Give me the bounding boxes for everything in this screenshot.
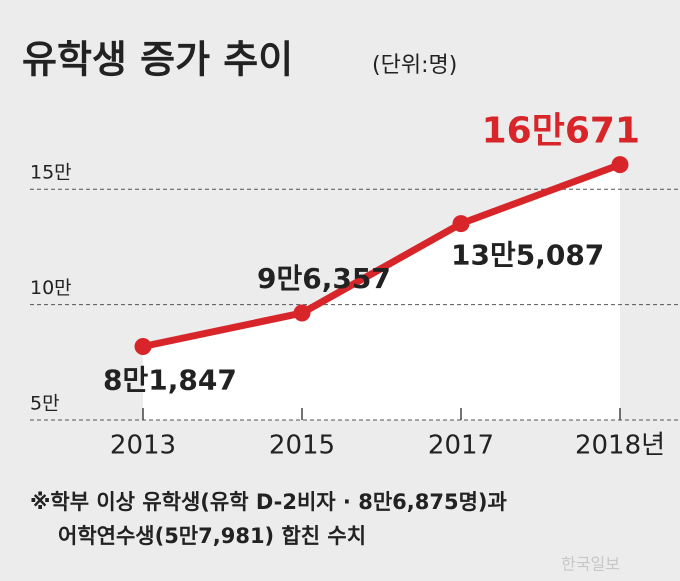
line — [142, 161, 622, 350]
point — [611, 156, 629, 174]
value-label: 16만671 — [482, 111, 640, 152]
value-label: 13만5,087 — [451, 239, 604, 272]
x-tick-label: 2018년 — [575, 431, 665, 461]
y-tick-label: 10만 — [30, 277, 72, 299]
x-tick-label: 2013 — [110, 431, 176, 461]
value-label: 8만1,847 — [103, 364, 237, 397]
value-label: 9만6,357 — [257, 262, 391, 295]
watermark: 한국일보 — [561, 555, 620, 574]
chart-title: 유학생 증가 추이 — [22, 38, 293, 82]
point — [293, 304, 311, 322]
point — [452, 215, 470, 233]
point — [134, 338, 152, 356]
x-tick-label: 2015 — [269, 431, 335, 461]
unit-label: (단위:명) — [372, 53, 457, 78]
x-tick-label: 2017 — [428, 431, 494, 461]
area — [143, 164, 620, 420]
y-tick-label: 5만 — [30, 393, 60, 415]
note: 어학연수생(5만7,981) 합친 수치 — [58, 524, 366, 548]
note: ※학부 이상 유학생(유학 D-2비자 · 8만6,875명)과 — [30, 490, 507, 514]
y-tick-label: 15만 — [30, 162, 72, 184]
